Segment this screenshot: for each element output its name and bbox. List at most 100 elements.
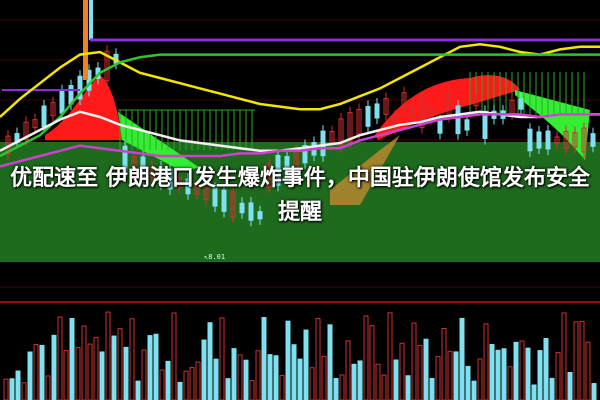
candle-body (266, 163, 272, 188)
candle-body (464, 119, 470, 131)
candle-body (518, 98, 524, 110)
candle-body (356, 108, 362, 135)
volume-bar (99, 351, 105, 400)
volume-bar (57, 316, 63, 400)
volume-bar (459, 317, 465, 400)
volume-bar (189, 367, 195, 400)
candle-body (248, 202, 254, 221)
candle-body (401, 92, 407, 109)
volume-bar (285, 320, 291, 400)
volume-bar (27, 351, 33, 400)
candle-body (23, 121, 29, 140)
up-fill-area (45, 75, 122, 140)
volume-bar (87, 343, 93, 400)
volume-bar (525, 347, 531, 400)
candle-body (140, 156, 146, 181)
volume-bar (537, 350, 543, 400)
candle-body (158, 166, 164, 185)
low-price-annotation: ↖8.01 (204, 253, 226, 261)
volume-bar (213, 358, 219, 400)
candle-body (590, 133, 596, 147)
candle-body (212, 187, 218, 207)
ma-line-magenta (0, 113, 600, 168)
low-price-value: 8.01 (208, 253, 226, 261)
candle-body (32, 119, 38, 129)
volume-bar (489, 343, 495, 400)
volume-bar (405, 375, 411, 400)
candle-body (257, 211, 263, 220)
volume-bar (573, 321, 579, 400)
volume-bar (33, 344, 39, 400)
volume-bar (105, 311, 111, 400)
candle-body (77, 75, 83, 100)
volume-bar (351, 363, 357, 400)
candle-body (221, 189, 227, 212)
volume-bar (21, 382, 27, 400)
volume-bar (81, 325, 87, 400)
volume-bar (273, 355, 279, 400)
candle-body (455, 105, 461, 135)
volume-bar (171, 312, 177, 400)
candle-body (473, 98, 479, 107)
volume-bar (207, 322, 213, 400)
volume-bar (585, 341, 591, 400)
volume-bar (327, 324, 333, 400)
volume-bar (261, 316, 267, 400)
volume-bar (45, 375, 51, 400)
volume-bar (135, 380, 141, 400)
volume-bar (477, 358, 483, 400)
volume-bar (165, 360, 171, 400)
candle-body (410, 108, 416, 118)
volume-bar (369, 325, 375, 400)
candle-body (275, 154, 281, 186)
volume-bar (219, 317, 225, 400)
candle-body (167, 168, 173, 190)
candle-body (239, 202, 245, 214)
headline: 优配速至 伊朗港口发生爆炸事件，中国驻伊朗使馆发布安全提醒 (10, 166, 590, 225)
volume-bar (483, 323, 489, 400)
volume-bar (423, 338, 429, 400)
volume-bar (399, 342, 405, 400)
brown-fill-area (330, 135, 400, 205)
candle-body (365, 105, 371, 127)
volume-bar (141, 349, 147, 400)
candle-body (392, 115, 398, 129)
volume-bar (549, 377, 555, 400)
volume-bar (471, 380, 477, 400)
candle-body (338, 118, 344, 147)
volume-bar (279, 374, 285, 400)
down-fill-area (515, 90, 590, 160)
volume-bar (567, 371, 573, 400)
volume-bar (375, 363, 381, 400)
candle-body (374, 103, 380, 119)
candle-body (131, 156, 137, 174)
volume-bar (453, 351, 459, 400)
candle-body (437, 120, 443, 134)
candle-body (176, 177, 182, 189)
volume-bar (381, 374, 387, 400)
volume-bar (183, 370, 189, 400)
candle-body (50, 102, 56, 117)
volume-bar (507, 366, 513, 400)
volume-bar (363, 315, 369, 400)
spike-candle (83, 0, 88, 80)
volume-bar (321, 355, 327, 400)
volume-bar (249, 379, 255, 400)
volume-bar (111, 335, 117, 400)
candle-body (284, 156, 290, 174)
candle-body (320, 130, 326, 157)
volume-bar (63, 350, 69, 400)
volume-bar (243, 359, 249, 400)
volume-bar (315, 317, 321, 400)
volume-bar (177, 381, 183, 400)
volume-bar (267, 354, 273, 400)
volume-bar (579, 320, 585, 400)
candle-body (536, 131, 542, 149)
volume-bar (333, 378, 339, 400)
ma-line-yellow (0, 42, 600, 118)
volume-bar (501, 348, 507, 400)
volume-bar (417, 344, 423, 400)
volume-bar (531, 384, 537, 400)
